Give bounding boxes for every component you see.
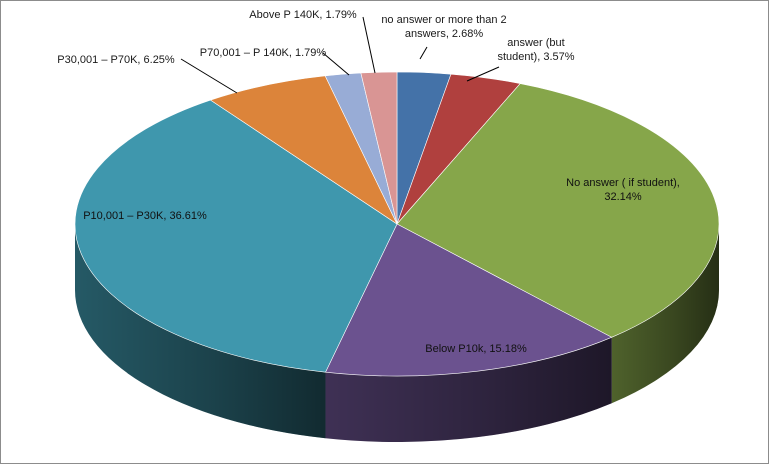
leader-line-p70-001-p-140k	[322, 52, 350, 76]
pie-slice-p10-001-p30k	[74, 99, 398, 373]
data-label-no-answer-or-more-than-2-answers: no answer or more than 2 answers, 2.68%	[381, 14, 506, 40]
data-labels: no answer or more than 2 answers, 2.68%an…	[57, 9, 680, 355]
pie-side-shade	[611, 224, 719, 404]
pie-slice-above-p-140k	[360, 71, 398, 225]
leader-lines	[180, 16, 500, 94]
pie-slice-p30-001-p70k	[209, 75, 398, 225]
leader-line-above-p-140k	[362, 16, 376, 74]
pie-side-shade	[75, 224, 326, 439]
data-label-no-answer-if-student: No answer ( if student), 32.14%	[566, 177, 680, 203]
leader-line-no-answer-or-more-than-2-answers	[419, 46, 428, 60]
data-label-below-p10k: Below P10k, 15.18%	[425, 343, 527, 355]
pie-tops	[74, 71, 720, 377]
data-label-p30-001-p70k: P30,001 – P70K, 6.25%	[57, 54, 175, 66]
pie-slice-no-answer-if-student	[396, 83, 720, 338]
data-label-p10-001-p30k: P10,001 – P30K, 36.61%	[83, 210, 207, 222]
leader-line-p30-001-p70k	[180, 58, 238, 94]
data-label-p70-001-p-140k: P70,001 – P 140K, 1.79%	[200, 47, 327, 59]
leader-line-answer-but-student	[466, 66, 500, 82]
data-label-answer-but-student: answer (but student), 3.57%	[497, 37, 574, 63]
pie-side-shade	[325, 337, 612, 442]
pie-sides	[75, 224, 719, 442]
pie-slice-below-p10k	[325, 223, 613, 377]
data-label-above-p-140k: Above P 140K, 1.79%	[249, 9, 357, 21]
